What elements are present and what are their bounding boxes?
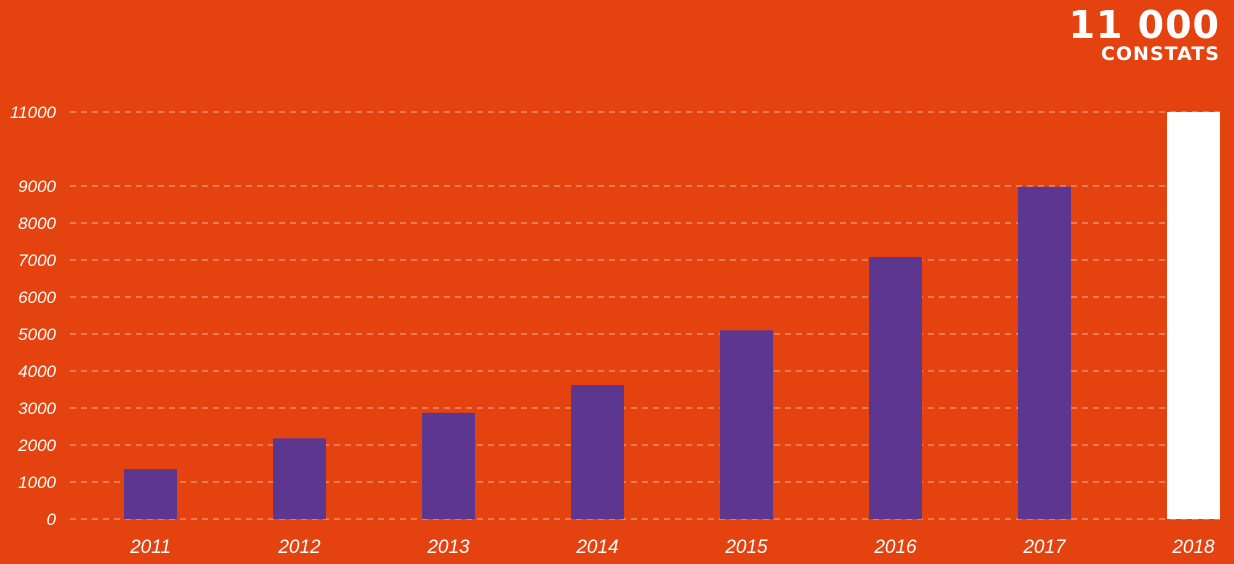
x-tick-label: 2013 xyxy=(426,537,470,558)
bar xyxy=(422,412,475,519)
bar xyxy=(869,257,922,519)
x-tick-label: 2017 xyxy=(1022,537,1067,558)
y-tick-label: 4000 xyxy=(18,362,56,381)
bar xyxy=(1018,186,1071,520)
y-tick-label: 8000 xyxy=(18,214,56,233)
bar xyxy=(720,330,773,519)
headline: 11 000 CONSTATS xyxy=(1069,6,1220,64)
y-tick-label: 1000 xyxy=(18,473,56,492)
x-tick-label: 2012 xyxy=(277,537,321,558)
y-tick-label: 5000 xyxy=(18,325,56,344)
headline-label: CONSTATS xyxy=(1100,43,1220,65)
bar xyxy=(124,469,177,519)
x-tick-label: 2018 xyxy=(1171,537,1215,558)
bar xyxy=(571,385,624,519)
headline-value: 11 000 xyxy=(1068,3,1220,47)
y-tick-label: 6000 xyxy=(18,288,56,307)
x-tick-label: 2015 xyxy=(724,537,768,558)
bar-highlight xyxy=(1167,112,1220,519)
bar xyxy=(273,438,326,519)
y-tick-label: 9000 xyxy=(18,177,56,196)
x-tick-label: 2014 xyxy=(575,537,618,558)
y-tick-label: 11000 xyxy=(10,103,57,122)
y-tick-label: 2000 xyxy=(17,436,56,455)
y-tick-label: 7000 xyxy=(18,251,56,270)
y-tick-label: 0 xyxy=(47,510,57,529)
x-tick-label: 2011 xyxy=(129,537,171,558)
y-tick-label: 3000 xyxy=(18,399,56,418)
x-tick-label: 2016 xyxy=(873,537,917,558)
